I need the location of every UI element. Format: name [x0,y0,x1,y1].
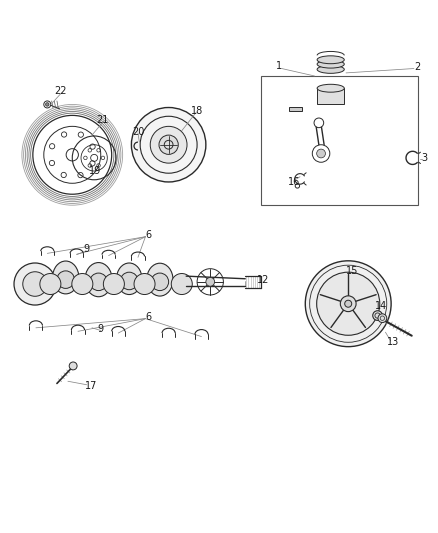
Circle shape [373,311,382,320]
Ellipse shape [53,261,79,294]
Circle shape [23,272,47,296]
Bar [289,107,302,111]
Circle shape [57,271,74,288]
Circle shape [69,362,77,370]
Text: 12: 12 [257,274,269,285]
Circle shape [159,135,178,155]
Circle shape [150,126,187,163]
Text: 20: 20 [133,127,145,136]
Circle shape [40,273,61,295]
Circle shape [317,272,380,335]
Circle shape [131,108,206,182]
Text: 6: 6 [145,312,151,322]
Ellipse shape [317,84,344,92]
Text: 2: 2 [414,62,420,72]
Ellipse shape [317,60,344,68]
Ellipse shape [317,56,344,64]
Circle shape [151,273,169,290]
Circle shape [317,149,325,158]
Circle shape [345,300,352,307]
Circle shape [46,103,49,106]
Circle shape [120,272,138,290]
Text: 1: 1 [276,61,282,71]
Text: 13: 13 [387,337,399,347]
Circle shape [340,296,356,312]
Circle shape [90,273,107,290]
Text: 22: 22 [54,86,67,96]
Text: 15: 15 [346,266,358,276]
Bar [261,76,418,205]
Text: 17: 17 [85,381,97,391]
Ellipse shape [117,263,142,295]
Circle shape [134,273,155,295]
Circle shape [103,273,124,295]
Circle shape [378,314,387,322]
Circle shape [206,278,215,286]
Circle shape [171,273,192,295]
Bar [317,88,344,104]
Ellipse shape [317,66,344,74]
Circle shape [305,261,391,346]
Text: 16: 16 [288,177,300,187]
Ellipse shape [85,263,112,297]
Circle shape [72,273,93,295]
Text: 18: 18 [191,106,203,116]
Text: 9: 9 [83,244,89,254]
Ellipse shape [147,263,173,296]
Text: 19: 19 [89,166,102,176]
Text: 21: 21 [97,115,109,125]
Circle shape [14,263,56,305]
Text: 3: 3 [422,153,428,163]
Text: 9: 9 [98,324,104,334]
Text: 6: 6 [145,230,151,240]
Text: 14: 14 [375,301,387,311]
